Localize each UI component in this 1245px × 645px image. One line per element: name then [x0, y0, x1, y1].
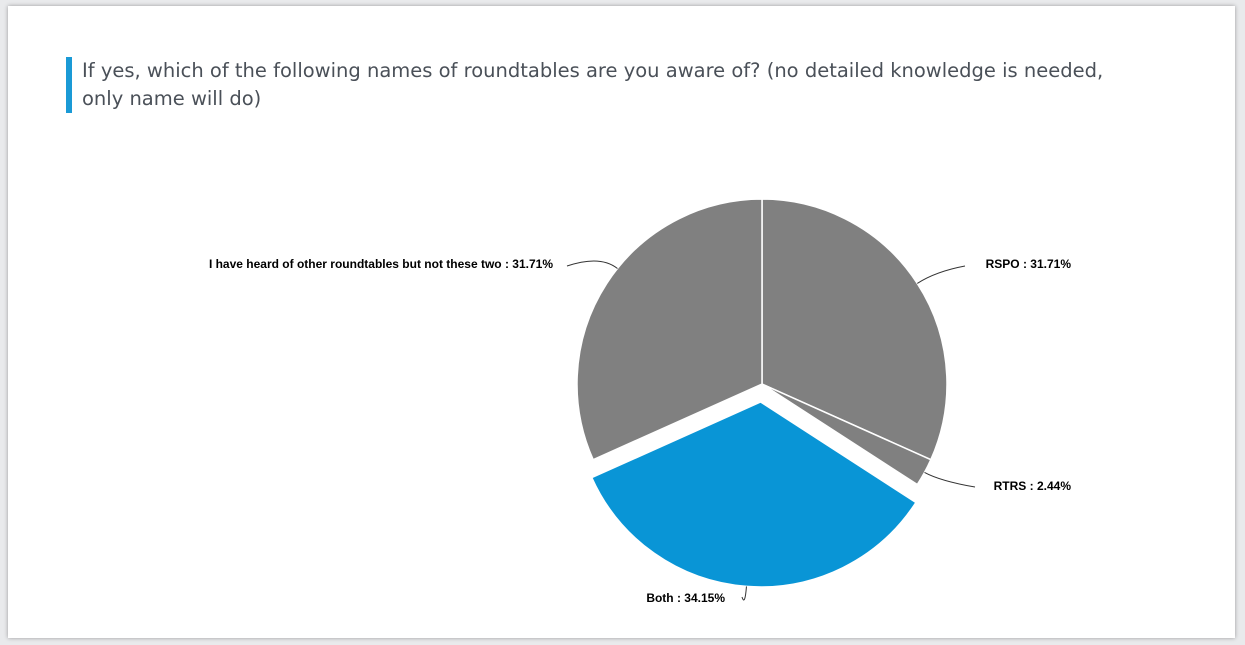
leader-line: [741, 586, 747, 601]
title-accent-bar: [66, 57, 72, 113]
slice-label: RSPO : 31.71%: [986, 257, 1072, 271]
pie-slice-rtrs: [761, 383, 932, 486]
slice-label: Both : 34.15%: [646, 591, 725, 605]
leader-line: [924, 471, 976, 488]
leader-line: [917, 265, 966, 284]
pie-slice-rspo: [761, 198, 948, 461]
question-title: If yes, which of the following names of …: [82, 59, 1104, 110]
slice-label: I have heard of other roundtables but no…: [209, 257, 553, 271]
slice-label: RTRS : 2.44%: [994, 479, 1072, 493]
pie-slice-i-have-heard-of-other-roundtables-but-not-these-two: [576, 198, 763, 461]
leader-line: [566, 260, 618, 269]
